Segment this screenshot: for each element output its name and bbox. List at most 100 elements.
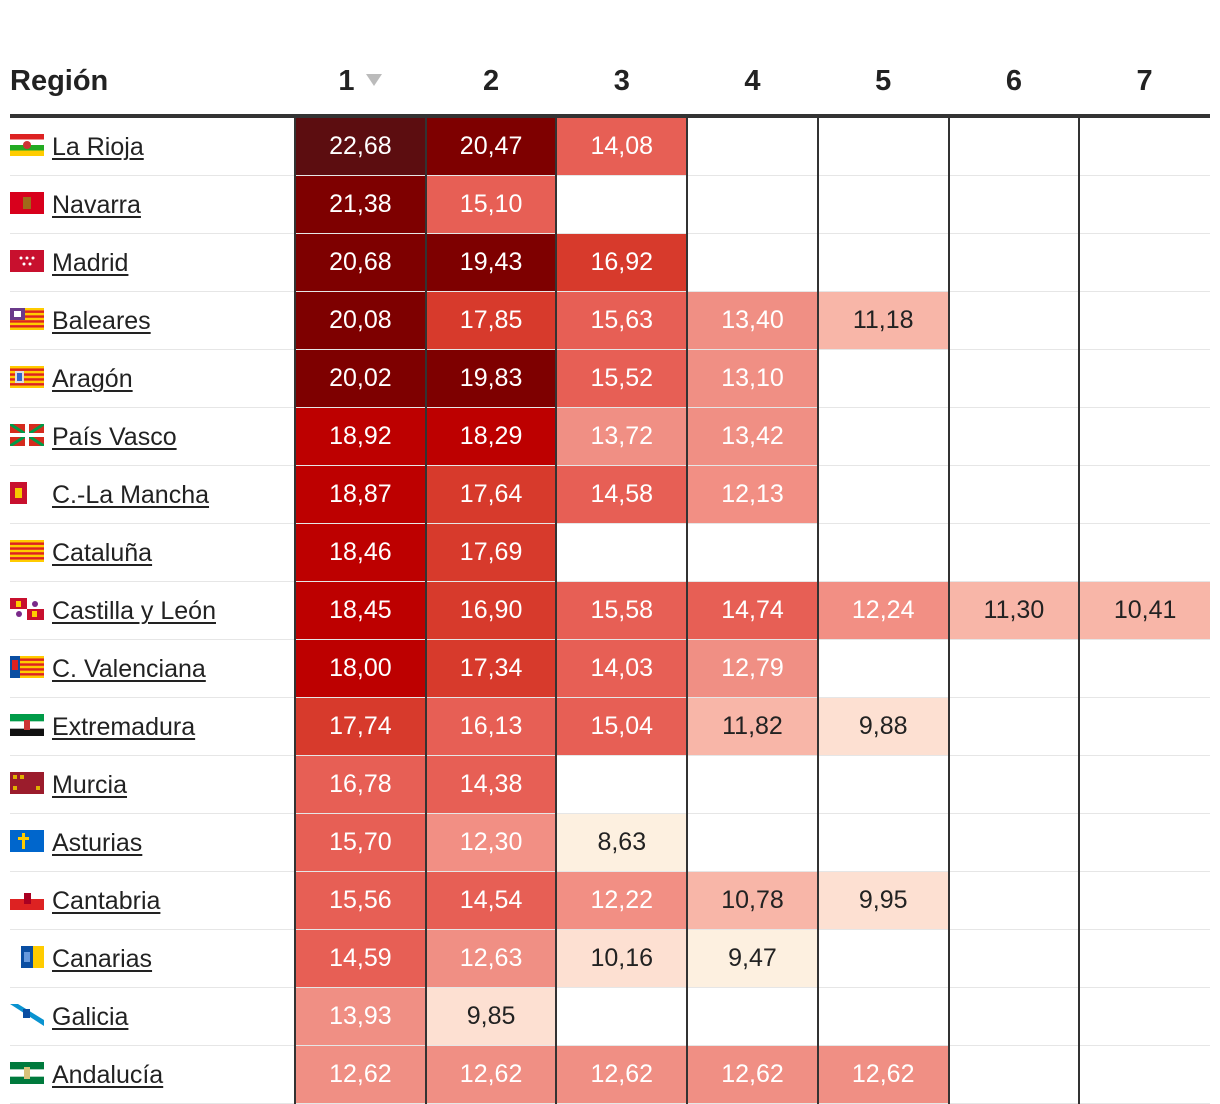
empty-cell: [686, 813, 818, 872]
region-link[interactable]: Andalucía: [52, 1060, 164, 1089]
sort-down-icon[interactable]: [366, 74, 383, 87]
heatmap-cell: 15,10: [424, 175, 557, 234]
empty-cell: [686, 755, 818, 814]
heatmap-cell: 14,03: [555, 639, 688, 698]
galicia-flag-icon: [10, 1003, 44, 1026]
empty-cell: [816, 987, 949, 1046]
heatmap-cell: 10,78: [686, 871, 818, 930]
region-link[interactable]: Castilla y León: [52, 596, 216, 625]
empty-cell: [947, 813, 1080, 872]
region-link[interactable]: País Vasco: [52, 422, 177, 451]
empty-cell: [947, 755, 1080, 814]
column-header-1[interactable]: 1: [295, 0, 426, 118]
region-link[interactable]: C. Valenciana: [52, 654, 206, 683]
heatmap-cell: 14,38: [424, 755, 557, 814]
column-header-label: 2: [483, 65, 500, 97]
empty-cell: [555, 523, 688, 582]
empty-cell: [1078, 929, 1210, 988]
empty-cell: [686, 116, 818, 176]
region-cell: País Vasco: [10, 407, 296, 466]
heatmap-cell: 12,62: [686, 1045, 818, 1104]
region-cell: Cataluña: [10, 523, 296, 582]
region-cell: Aragón: [10, 349, 296, 408]
empty-cell: [947, 349, 1080, 408]
empty-cell: [947, 639, 1080, 698]
column-header-label: 4: [744, 65, 761, 97]
region-link[interactable]: Murcia: [52, 770, 128, 799]
region-cell: Andalucía: [10, 1045, 296, 1104]
empty-cell: [1078, 175, 1210, 234]
empty-cell: [947, 465, 1080, 524]
empty-cell: [816, 407, 949, 466]
heatmap-cell: 9,85: [424, 987, 557, 1046]
region-cell: C.-La Mancha: [10, 465, 296, 524]
cataluna-flag-icon: [10, 539, 44, 562]
extremadura-flag-icon: [10, 713, 44, 736]
table-row: Murcia 16,78 14,38: [10, 755, 1210, 814]
column-header-label: 6: [1005, 65, 1022, 97]
region-cell: Asturias: [10, 813, 296, 872]
table-row: Navarra 21,38 15,10: [10, 175, 1210, 234]
heatmap-cell: 12,62: [555, 1045, 688, 1104]
column-header-4[interactable]: 4: [687, 0, 818, 118]
region-link[interactable]: Asturias: [52, 828, 143, 857]
heatmap-cell: 21,38: [294, 175, 426, 234]
heatmap-cell: 12,62: [294, 1045, 426, 1104]
heatmap-cell: 16,90: [424, 581, 557, 640]
region-cell: Galicia: [10, 987, 296, 1046]
region-link[interactable]: La Rioja: [52, 132, 144, 161]
region-link[interactable]: Cataluña: [52, 538, 153, 567]
heatmap-cell: 12,24: [816, 581, 949, 640]
region-link[interactable]: Navarra: [52, 190, 141, 219]
heatmap-cell: 20,68: [294, 233, 426, 292]
region-link[interactable]: Cantabria: [52, 886, 161, 915]
region-link[interactable]: Madrid: [52, 248, 129, 277]
heatmap-cell: 11,18: [816, 291, 949, 350]
heatmap-cell: 15,70: [294, 813, 426, 872]
column-header-region[interactable]: Región: [10, 0, 296, 118]
region-cell: Canarias: [10, 929, 296, 988]
heatmap-cell: 10,16: [555, 929, 688, 988]
empty-cell: [1078, 465, 1210, 524]
empty-cell: [816, 349, 949, 408]
region-cell: Cantabria: [10, 871, 296, 930]
region-link[interactable]: Canarias: [52, 944, 153, 973]
empty-cell: [816, 929, 949, 988]
region-cell: Extremadura: [10, 697, 296, 756]
region-cell: Navarra: [10, 175, 296, 234]
empty-cell: [1078, 349, 1210, 408]
region-link[interactable]: Galicia: [52, 1002, 129, 1031]
region-link[interactable]: C.-La Mancha: [52, 480, 210, 509]
empty-cell: [947, 116, 1080, 176]
empty-cell: [816, 116, 949, 176]
heatmap-cell: 17,85: [424, 291, 557, 350]
region-cell: Murcia: [10, 755, 296, 814]
heatmap-cell: 13,42: [686, 407, 818, 466]
column-header-5[interactable]: 5: [817, 0, 949, 118]
column-header-3[interactable]: 3: [556, 0, 688, 118]
column-header-2[interactable]: 2: [425, 0, 557, 118]
table-row: Canarias 14,59 12,63 10,16 9,47: [10, 929, 1210, 988]
region-link[interactable]: Extremadura: [52, 712, 196, 741]
heatmap-cell: 14,74: [686, 581, 818, 640]
empty-cell: [947, 987, 1080, 1046]
empty-cell: [555, 755, 688, 814]
empty-cell: [686, 987, 818, 1046]
region-link[interactable]: Aragón: [52, 364, 133, 393]
heatmap-cell: 20,08: [294, 291, 426, 350]
madrid-flag-icon: [10, 249, 44, 272]
column-header-7[interactable]: 7: [1079, 0, 1210, 118]
empty-cell: [816, 755, 949, 814]
heatmap-cell: 17,64: [424, 465, 557, 524]
la-rioja-flag-icon: [10, 133, 44, 156]
heatmap-cell: 18,92: [294, 407, 426, 466]
heatmap-cell: 12,30: [424, 813, 557, 872]
heatmap-cell: 15,58: [555, 581, 688, 640]
heatmap-cell: 17,34: [424, 639, 557, 698]
andalucia-flag-icon: [10, 1061, 44, 1084]
region-link[interactable]: Baleares: [52, 306, 151, 335]
column-header-6[interactable]: 6: [948, 0, 1080, 118]
table-row: Castilla y León 18,45 16,90 15,58 14,74 12,24…: [10, 581, 1210, 640]
empty-cell: [947, 233, 1080, 292]
heatmap-cell: 18,29: [424, 407, 557, 466]
